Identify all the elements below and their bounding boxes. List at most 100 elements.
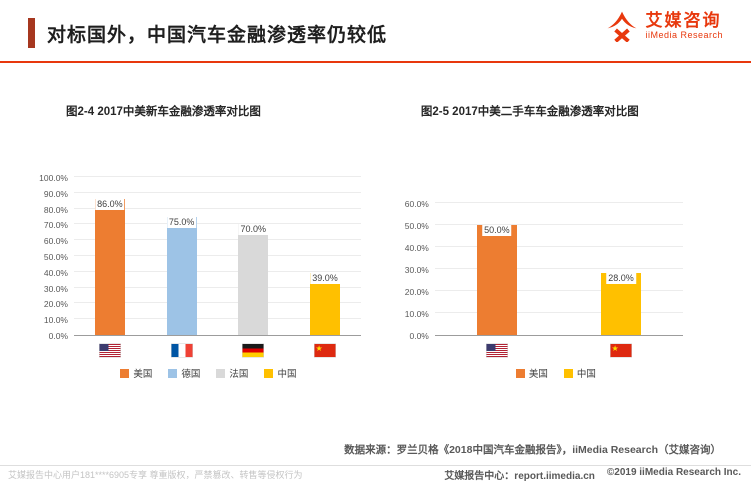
y-axis-tick-label: 20.0% [43, 299, 68, 310]
logo-cn-text: 艾媒咨询 [645, 10, 722, 30]
gridline [74, 318, 361, 320]
y-axis-tick-label: 30.0% [404, 265, 429, 275]
y-axis-tick-label: 50.0% [404, 221, 429, 231]
legend: 美国 德国 法国 中国 [28, 366, 389, 380]
legend-label: 美国 [133, 369, 153, 380]
legend-swatch [120, 368, 130, 378]
legend-label: 中国 [576, 369, 596, 380]
data-source: 数据来源：罗兰贝格《2018中国汽车金融报告》，iiMedia Research… [344, 444, 721, 456]
legend-label: 法国 [229, 369, 249, 380]
y-axis-tick-label: 20.0% [404, 287, 429, 297]
header-divider [0, 61, 751, 63]
bar-美国 [476, 225, 517, 335]
y-axis-tick-label: 50.0% [43, 252, 68, 262]
gridline [74, 207, 361, 209]
de-flag-icon [242, 344, 264, 357]
gridline [74, 223, 361, 225]
chart-title: 图2-4 2017中美新车金融渗透率对比图 [66, 106, 261, 118]
cn-flag-star: ★ [315, 344, 323, 353]
gridline [74, 286, 361, 288]
footer-divider [0, 465, 751, 466]
bar-data-label: 70.0% [238, 224, 269, 236]
us-flag-icon [99, 344, 121, 357]
footer-site: 艾媒报告中心：report.iimedia.cn [444, 471, 595, 482]
bar-美国 [94, 199, 125, 335]
y-axis-tick-label: 90.0% [43, 188, 68, 199]
bar-column-美国: 86.0% [74, 177, 146, 357]
footer-copyright: ©2019 iiMedia Research Inc. [606, 467, 741, 478]
plot-area: 86.0% 75.0% 70.0% 39.0% ★ [74, 176, 361, 357]
cn-flag-star: ★ [611, 344, 619, 353]
gridline [434, 312, 683, 313]
plot-region: 0.0% 10.0% 20.0% 30.0% 40.0% 50.0% 60.0% 70.0% 8… [28, 131, 389, 357]
iimedia-logo-icon [608, 11, 637, 42]
us-flag-canton [99, 344, 109, 351]
fr-flag-icon [171, 344, 193, 357]
legend-item-法国: 法国 [216, 366, 248, 380]
gridline [434, 290, 683, 291]
cn-flag-icon: ★ [610, 344, 632, 357]
chart-new-car-penetration: 图2-4 2017中美新车金融渗透率对比图 0.0% 10.0% 20.0% 30.0… [28, 103, 389, 380]
legend-label: 美国 [528, 369, 548, 380]
gridline [434, 268, 683, 269]
footer-right: 艾媒报告中心：report.iimedia.cn ©2019 iiMedia R… [444, 467, 741, 482]
watermark: 艾媒报告中心用户181****6905专享 尊重版权，严禁篡改、转售等侵权行为 [8, 470, 303, 480]
bar-data-label: 28.0% [606, 273, 636, 285]
iimedia-logo: 艾媒咨询 iiMedia Research [605, 10, 723, 42]
gridline [434, 202, 683, 203]
logo-text: 艾媒咨询 iiMedia Research [645, 10, 723, 41]
y-axis: 0.0% 10.0% 20.0% 30.0% 40.0% 50.0% 60.0% 70.0% 8… [28, 173, 74, 341]
legend-item-中国: 中国 [563, 366, 596, 380]
us-flag-canton [486, 344, 496, 351]
gridline [434, 246, 683, 247]
legend-swatch [563, 368, 573, 378]
plot-area: 50.0% 28.0% ★ [434, 202, 683, 357]
y-axis-tick-label: 60.0% [43, 236, 68, 247]
y-axis: 0.0% 10.0% 20.0% 30.0% 40.0% 50.0% 60.0% [389, 199, 435, 341]
y-axis-tick-label: 10.0% [43, 315, 68, 326]
y-axis-tick-label: 80.0% [43, 204, 68, 215]
title-accent-bar [28, 18, 35, 48]
y-axis-tick-label: 40.0% [43, 267, 68, 278]
bar-column-中国: 28.0% ★ [559, 203, 683, 357]
bar-column-德国: 75.0% [146, 177, 218, 357]
bar-column-美国: 50.0% [435, 203, 559, 357]
legend-item-美国: 美国 [120, 366, 152, 380]
y-axis-tick-label: 30.0% [43, 283, 68, 294]
plot-region: 0.0% 10.0% 20.0% 30.0% 40.0% 50.0% 60.0% 50.0%… [389, 131, 723, 357]
y-axis-tick-label: 60.0% [404, 199, 429, 209]
logo-en-text: iiMedia Research [645, 30, 723, 41]
gridline [74, 270, 361, 272]
cn-flag-icon: ★ [314, 344, 336, 357]
header: 对标国外，中国汽车金融渗透率仍较低 艾媒咨询 iiMedia Research [0, 0, 751, 48]
bar-德国 [166, 216, 197, 335]
chart-title: 图2-5 2017中美二手车车金融渗透率对比图 [420, 106, 639, 118]
gridline [74, 255, 361, 256]
us-flag-icon [486, 344, 508, 357]
y-axis-tick-label: 40.0% [404, 243, 429, 253]
bar-data-label: 86.0% [95, 199, 125, 211]
gridline [74, 239, 361, 241]
chart-used-car-penetration: 图2-5 2017中美二手车车金融渗透率对比图 0.0% 10.0% 20.0% 30… [389, 103, 723, 380]
y-axis-tick-label: 70.0% [43, 220, 68, 231]
legend-item-美国: 美国 [515, 366, 548, 380]
footer: 艾媒报告中心用户181****6905专享 尊重版权，严禁篡改、转售等侵权行为 … [8, 467, 741, 482]
bar-data-label: 75.0% [166, 216, 197, 228]
legend-item-德国: 德国 [168, 366, 200, 380]
gridline [74, 176, 361, 177]
legend-swatch [264, 368, 274, 378]
page-title: 对标国外，中国汽车金融渗透率仍较低 [47, 25, 388, 46]
legend-label: 中国 [277, 369, 297, 380]
legend-item-中国: 中国 [264, 366, 296, 380]
y-axis-tick-label: 0.0% [48, 331, 68, 341]
bar-column-法国: 70.0% [217, 177, 289, 357]
bar-column-中国: 39.0% ★ [289, 177, 361, 357]
legend-swatch [515, 368, 525, 378]
bar-data-label: 39.0% [310, 273, 340, 285]
legend: 美国 中国 [389, 366, 723, 380]
gridline [74, 302, 361, 304]
gridline [434, 224, 683, 225]
legend-label: 德国 [181, 369, 201, 380]
charts-area: 图2-4 2017中美新车金融渗透率对比图 0.0% 10.0% 20.0% 30.0… [0, 103, 751, 380]
